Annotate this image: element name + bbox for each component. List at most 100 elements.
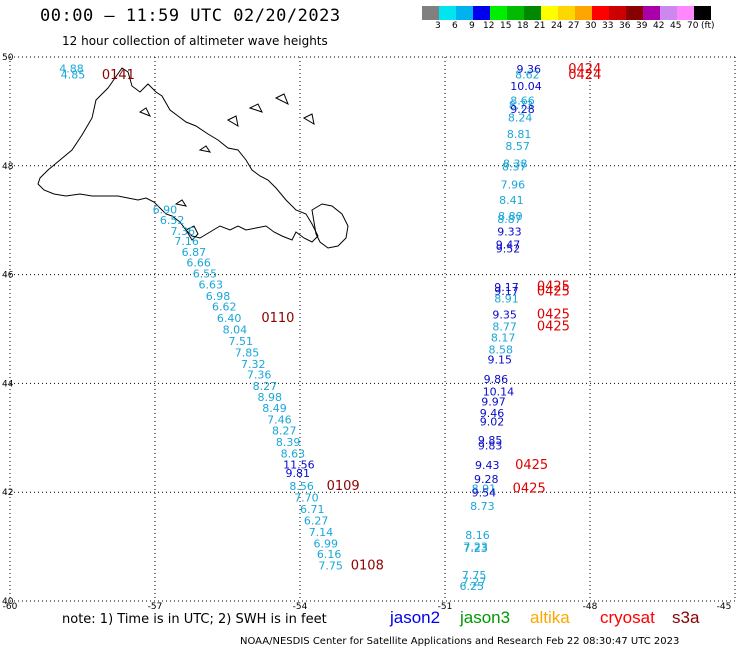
colorbar-swatch	[524, 6, 541, 20]
wave-height-label: 6.87	[182, 246, 207, 259]
colorbar-swatch	[660, 6, 677, 20]
colorbar-unit: (ft)	[701, 21, 715, 31]
lon-tick-label: -48	[583, 602, 598, 612]
pass-time-label: 0141	[102, 68, 135, 83]
colorbar	[422, 6, 711, 20]
lat-tick-label: 46	[2, 271, 14, 281]
wave-height-label: 6.25	[460, 580, 485, 593]
lon-tick-label: -57	[148, 602, 163, 612]
wave-height-label: 8.27	[272, 425, 297, 438]
wave-height-label: 10.14	[483, 386, 515, 399]
wave-height-label: 6.62	[212, 301, 237, 314]
left-track-labels: 4.884.85 01416.906.527.367.166.876.666.55…	[59, 62, 384, 573]
colorbar-swatch	[490, 6, 507, 20]
wave-height-label: 9.15	[488, 353, 513, 366]
colorbar-tick-label: 24	[551, 21, 563, 31]
wave-height-label: 8.16	[465, 529, 490, 542]
wave-height-label: 9.85	[478, 434, 503, 447]
wave-height-label: 7.27	[462, 575, 487, 588]
colorbar-swatch	[575, 6, 592, 20]
wave-height-label: 7.85	[235, 346, 260, 359]
lon-tick-label: -51	[438, 602, 453, 612]
wave-height-label: 8.81	[507, 128, 532, 141]
wave-height-label: 7.75	[462, 569, 487, 582]
wave-height-label: 9.43	[475, 459, 500, 472]
footer-note: note: 1) Time is in UTC; 2) SWH is in fe…	[62, 612, 327, 627]
colorbar-swatch	[694, 6, 711, 20]
coastline	[37, 67, 349, 249]
colorbar-tick-label: 18	[517, 21, 529, 31]
legend-item-cryosat: cryosat	[600, 608, 655, 627]
wave-height-label: 9.81	[286, 467, 311, 480]
wave-height-label: 6.63	[199, 278, 224, 291]
axis-tick-labels: -60 -57 -54 -51 -48 -45 50 48 46 44 42 40	[2, 53, 731, 612]
wave-height-label: 8.38	[503, 158, 528, 171]
wave-height-label: 9.47	[496, 239, 521, 252]
colorbar-labels: 3 6 9 12 15 18 21 24 27 30 33 36 39 42 45 70 (ft)	[422, 21, 740, 33]
lat-tick-label: 42	[2, 488, 13, 498]
wave-height-label: 8.91	[472, 482, 497, 495]
lat-tick-label: 48	[2, 162, 14, 172]
colorbar-tick-label: 36	[619, 21, 631, 31]
pass-time-label: 0425	[537, 280, 570, 295]
wave-height-label: 8.91	[494, 293, 519, 306]
wave-height-label: 9.17	[494, 281, 519, 294]
colorbar-tick-label: 70	[687, 21, 699, 31]
wave-height-label: 7.51	[228, 335, 253, 348]
pass-time-label: 0425	[537, 307, 570, 322]
wave-height-label: 7.70	[294, 492, 319, 505]
wave-height-label: 7.75	[318, 560, 343, 573]
wave-height-label: 11.56	[283, 458, 315, 471]
wave-height-label: 7.36	[247, 369, 271, 382]
wave-height-label: 8.63	[281, 448, 306, 461]
wave-height-label: 6.52	[160, 214, 185, 227]
colorbar-swatch	[439, 6, 456, 20]
wave-height-label: 6.55	[193, 268, 218, 281]
wave-height-label: 8.62	[515, 68, 540, 81]
page-title: 00:00 – 11:59 UTC 02/20/2023	[40, 6, 341, 26]
wave-height-label: 4.85	[61, 68, 86, 81]
colorbar-swatch	[507, 6, 524, 20]
legend-item-s3a: s3a	[672, 608, 700, 627]
pass-time-label: 0108	[351, 559, 384, 574]
lat-tick-label: 44	[2, 379, 14, 389]
wave-height-label: 6.66	[186, 257, 211, 270]
colorbar-tick-label: 39	[636, 21, 648, 31]
wave-height-label: 8.80	[498, 210, 522, 223]
colorbar-swatch	[422, 6, 439, 20]
pass-time-label: 0110	[261, 311, 294, 326]
wave-height-label: 7.16	[174, 235, 199, 248]
wave-height-label: 9.33	[497, 226, 522, 239]
wave-height-label: 8.66	[510, 95, 535, 108]
pass-time-label: 0425	[537, 284, 570, 299]
wave-height-label: 6.27	[304, 514, 329, 527]
wave-height-label: 9.28	[510, 103, 535, 116]
bay-islands	[138, 93, 315, 241]
wave-height-label: 7.23	[463, 541, 488, 554]
legend-item-altika: altika	[530, 608, 570, 627]
wave-height-label: 9.28	[474, 473, 499, 486]
colorbar-swatch	[473, 6, 490, 20]
colorbar-swatch	[592, 6, 609, 20]
footer-credit: NOAA/NESDIS Center for Satellite Applica…	[240, 636, 680, 647]
wave-height-label: 6.90	[153, 203, 178, 216]
wave-height-label: 7.32	[241, 358, 265, 371]
legend-item-jason3: jason3	[460, 608, 511, 627]
lon-tick-label: -54	[293, 602, 308, 612]
wave-height-label: 8.73	[509, 99, 534, 112]
colorbar-tick-label: 3	[435, 21, 441, 31]
wave-height-label: 8.04	[223, 324, 248, 337]
newfoundland-coast	[37, 67, 319, 243]
wave-height-label: 10.04	[510, 80, 542, 93]
pass-time-label: 0425	[515, 458, 548, 473]
wave-height-label: 8.57	[505, 140, 529, 153]
lat-tick-label: 40	[2, 597, 14, 607]
pass-time-label: 0425	[513, 481, 546, 496]
wave-height-label: 9.97	[481, 395, 506, 408]
legend-item-jason2: jason2	[390, 608, 441, 627]
colorbar-tick-label: 45	[670, 21, 682, 31]
lon-tick-label: -60	[3, 602, 18, 612]
wave-height-label: 8.87	[497, 213, 522, 226]
